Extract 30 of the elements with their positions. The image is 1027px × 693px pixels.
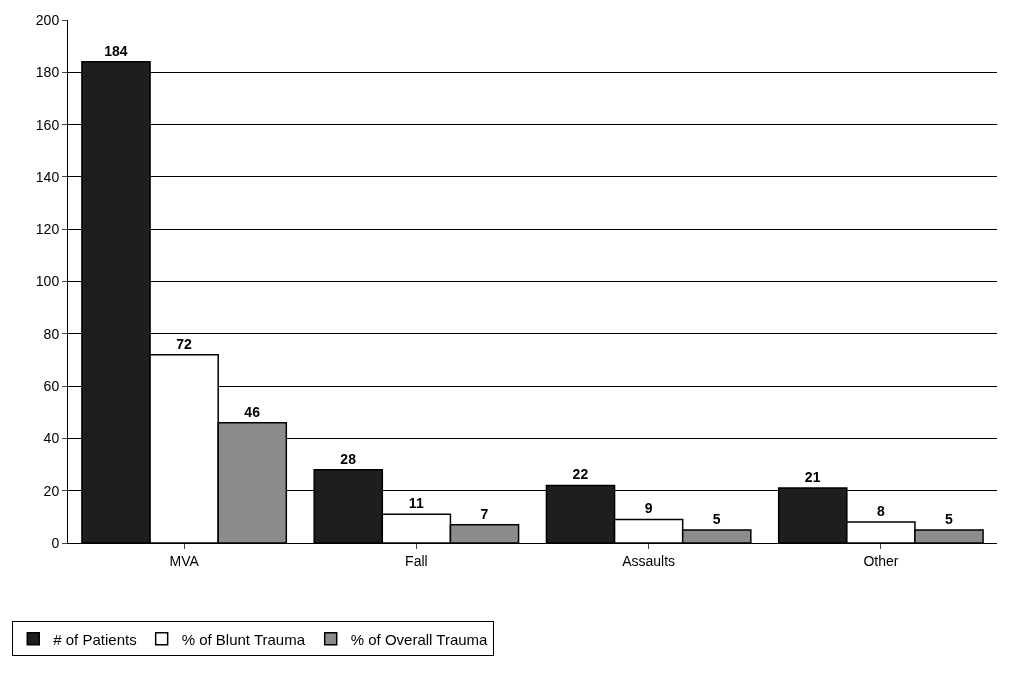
data-label: 72: [176, 335, 193, 352]
x-tick-label: Fall: [405, 552, 428, 569]
y-tick-label: 100: [35, 273, 60, 290]
data-label: 22: [572, 466, 589, 483]
y-tick-label: 20: [43, 482, 60, 499]
x-tick-label: MVA: [169, 552, 200, 569]
legend-label: % of Overall Trauma: [350, 630, 489, 648]
y-tick-label: 180: [35, 64, 60, 81]
legend-label: % of Blunt Trauma: [181, 630, 306, 648]
data-label: 21: [804, 469, 821, 486]
y-tick-label: 160: [35, 116, 60, 133]
x-tick-label: Assaults: [622, 552, 676, 569]
data-label: 46: [244, 403, 261, 420]
data-label: 11: [408, 495, 424, 512]
y-tick-label: 80: [43, 325, 60, 342]
y-tick-label: 200: [35, 11, 60, 28]
y-tick-label: 0: [51, 534, 60, 551]
data-label: 7: [480, 505, 489, 522]
data-label: 5: [945, 510, 954, 527]
data-label: 5: [712, 510, 721, 527]
data-label: 184: [104, 42, 128, 59]
data-label: 9: [644, 500, 653, 517]
y-tick-label: 40: [43, 430, 60, 447]
y-tick-label: 60: [43, 378, 60, 394]
data-label: 8: [876, 503, 885, 520]
legend-label: # of Patients: [53, 630, 137, 648]
data-label: 28: [340, 450, 357, 467]
y-tick-label: 140: [35, 168, 60, 185]
y-tick-label: 120: [35, 221, 60, 238]
x-tick-label: Other: [863, 552, 899, 569]
